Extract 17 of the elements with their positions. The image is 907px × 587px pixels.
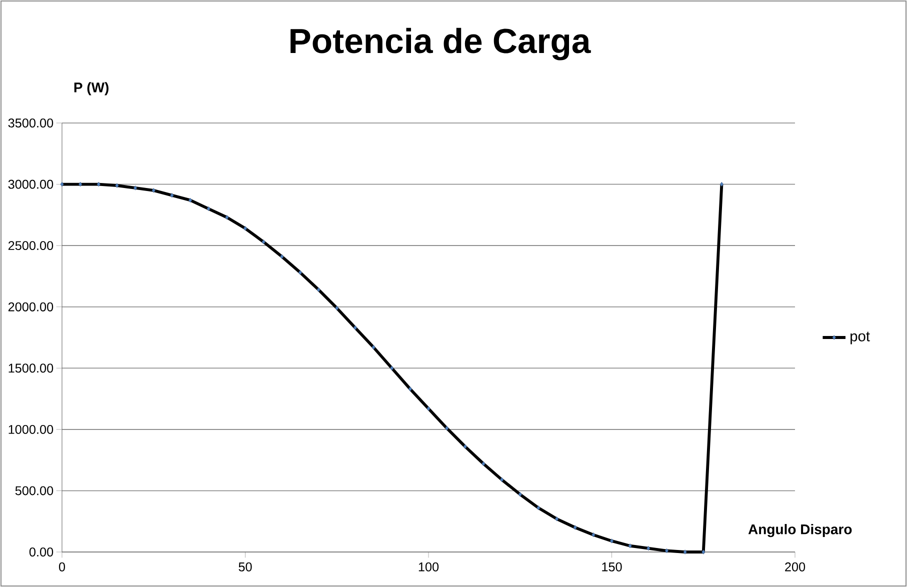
x-tick-label: 150 [602,562,622,572]
x-tick-label: 100 [418,562,439,572]
x-tick-label: 0 [58,562,66,572]
y-tick-label: 3500.00 [8,118,54,128]
y-tick-label: 0.00 [29,548,54,556]
y-tick-label: 500.00 [15,486,54,496]
chart-title: Potencia de Carga [290,28,591,60]
y-tick-label: 2000.00 [8,302,54,312]
y-tick-label: 2500.00 [8,241,54,250]
legend-label: pot [850,332,870,344]
y-tick-label: 3000.00 [8,180,54,189]
y-tick-label: 1500.00 [8,364,54,373]
x-tick-label: 200 [785,562,806,572]
y-axis-title: P (W) [74,82,108,96]
x-axis-title: Angulo Disparo [748,524,852,538]
y-tick-label: 1000.00 [8,424,54,434]
x-tick-label: 50 [238,562,252,572]
